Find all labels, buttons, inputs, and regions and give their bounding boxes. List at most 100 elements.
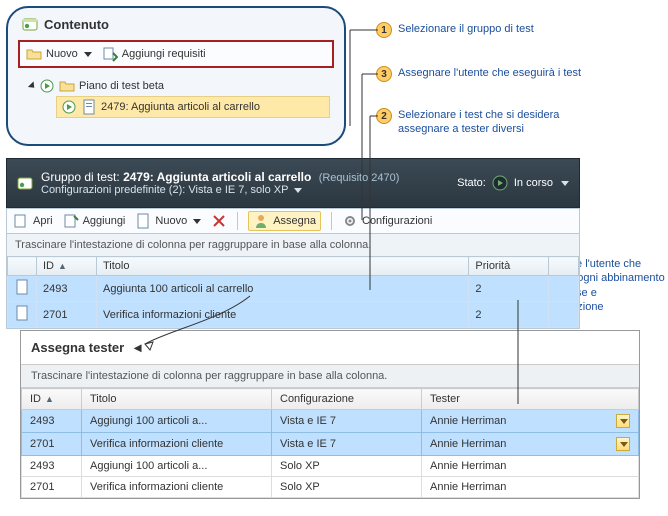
callout-badge-3: 3 xyxy=(376,66,392,82)
new-doc-icon xyxy=(135,213,151,229)
grid-toolbar: Apri Aggiungi Nuovo Assegna Configurazio… xyxy=(6,208,580,234)
grid-col-title[interactable]: Titolo xyxy=(97,257,469,276)
open-icon xyxy=(13,213,29,229)
row-title: Aggiungi 100 articoli a... xyxy=(82,410,272,433)
add-icon xyxy=(63,213,79,229)
row-id: 2701 xyxy=(22,433,82,456)
row-config: Vista e IE 7 xyxy=(272,433,422,456)
separator xyxy=(331,212,332,230)
caret-down-icon xyxy=(294,188,302,193)
assign-col-title[interactable]: Titolo xyxy=(82,389,272,410)
test-grid: ID ▲ Titolo Priorità 2493Aggiunta 100 art… xyxy=(6,256,580,329)
table-row[interactable]: 2493Aggiungi 100 articoli a...Vista e IE… xyxy=(22,410,639,433)
arrow-left-icon: ◂ xyxy=(134,339,141,356)
suite-state[interactable]: Stato: In corso xyxy=(457,175,569,191)
tester-dropdown-button[interactable] xyxy=(616,437,630,451)
table-row[interactable]: 2493Aggiungi 100 articoli a...Solo XPAnn… xyxy=(22,456,639,477)
grid-col-priority[interactable]: Priorità xyxy=(469,257,549,276)
tree-plan-row[interactable]: Piano di test beta xyxy=(28,76,330,96)
table-row[interactable]: 2701Verifica informazioni cliente2 xyxy=(8,302,579,328)
delete-button[interactable] xyxy=(211,213,227,229)
row-title: Verifica informazioni cliente xyxy=(82,433,272,456)
table-row[interactable]: 2493Aggiunta 100 articoli al carrello2 xyxy=(8,276,579,302)
row-icon-cell xyxy=(8,302,37,328)
col-id-label: ID xyxy=(30,393,41,405)
callout-text-2: Selezionare i test che si desidera asseg… xyxy=(398,108,596,137)
configs-label: Configurazioni xyxy=(362,215,432,227)
row-icon-cell xyxy=(8,276,37,302)
grid-col-id[interactable]: ID ▲ xyxy=(37,257,97,276)
suite-header-bar: Gruppo di test: 2479: Aggiunta articoli … xyxy=(6,158,580,208)
plan-tree: Piano di test beta 2479: Aggiunta artico… xyxy=(18,68,334,118)
group-hint-2: Trascinare l'intestazione di colonna per… xyxy=(21,364,639,388)
add-requirements-button[interactable]: Aggiungi requisiti xyxy=(102,46,206,62)
grid-col-icon[interactable] xyxy=(8,257,37,276)
folder-new-icon xyxy=(26,46,42,62)
col-id-label: ID xyxy=(43,260,54,272)
col-title-label: Titolo xyxy=(90,393,117,405)
callout-1: 1 Selezionare il gruppo di test xyxy=(376,22,534,38)
sort-asc-icon: ▲ xyxy=(58,261,67,271)
suite-doc-icon xyxy=(81,99,97,115)
tester-dropdown-button[interactable] xyxy=(616,414,630,428)
grid-header-row: ID ▲ Titolo Priorità xyxy=(8,257,579,276)
table-row[interactable]: 2701Verifica informazioni clienteSolo XP… xyxy=(22,477,639,498)
row-spacer xyxy=(549,302,579,328)
row-title: Aggiungi 100 articoli a... xyxy=(82,456,272,477)
callout-badge-1: 1 xyxy=(376,22,392,38)
row-config: Solo XP xyxy=(272,456,422,477)
col-priority-label: Priorità xyxy=(475,260,510,272)
row-config: Solo XP xyxy=(272,477,422,498)
configs-button[interactable]: Configurazioni xyxy=(342,213,432,229)
suite-config-line[interactable]: Configurazioni predefinite (2): Vista e … xyxy=(41,184,449,196)
add-req-icon xyxy=(102,46,118,62)
caret-down-icon xyxy=(561,181,569,186)
suite-config-text: Configurazioni predefinite (2): Vista e … xyxy=(41,184,288,196)
separator xyxy=(237,212,238,230)
table-row[interactable]: 2701Verifica informazioni clienteVista e… xyxy=(22,433,639,456)
state-value: In corso xyxy=(514,177,553,189)
run-icon xyxy=(39,78,55,94)
caret-down-icon xyxy=(84,52,92,57)
open-button[interactable]: Apri xyxy=(13,213,53,229)
add-label: Aggiungi xyxy=(83,215,126,227)
expand-icon[interactable] xyxy=(28,81,37,90)
content-header: Contenuto xyxy=(18,14,334,40)
caret-down-icon xyxy=(620,442,628,447)
row-id: 2493 xyxy=(22,456,82,477)
callout-2: 2 Selezionare i test che si desidera ass… xyxy=(376,108,596,137)
row-tester[interactable]: Annie Herriman xyxy=(422,410,639,433)
suite-name: 2479: Aggiunta articoli al carrello xyxy=(123,170,311,184)
caret-down-icon xyxy=(620,419,628,424)
assign-title-row: Assegna tester ◂ xyxy=(21,331,639,364)
row-spacer xyxy=(549,276,579,302)
row-id: 2701 xyxy=(37,302,97,328)
content-icon xyxy=(22,16,38,32)
sort-asc-icon: ▲ xyxy=(45,394,54,404)
row-title: Verifica informazioni cliente xyxy=(82,477,272,498)
row-tester[interactable]: Annie Herriman xyxy=(422,433,639,456)
row-priority: 2 xyxy=(469,302,549,328)
assign-header-row: ID ▲ Titolo Configurazione Tester xyxy=(22,389,639,410)
state-icon xyxy=(492,175,508,191)
assign-col-config[interactable]: Configurazione xyxy=(272,389,422,410)
callout-text-1: Selezionare il gruppo di test xyxy=(398,22,534,36)
new-test-button[interactable]: Nuovo xyxy=(135,213,201,229)
row-id: 2493 xyxy=(22,410,82,433)
group-hint-1: Trascinare l'intestazione di colonna per… xyxy=(6,234,580,256)
assign-col-id[interactable]: ID ▲ xyxy=(22,389,82,410)
tree-suite-row[interactable]: 2479: Aggiunta articoli al carrello xyxy=(56,96,330,118)
col-title-label: Titolo xyxy=(103,260,130,272)
row-config: Vista e IE 7 xyxy=(272,410,422,433)
callout-badge-2: 2 xyxy=(376,108,392,124)
assign-icon xyxy=(253,213,269,229)
assign-button[interactable]: Assegna xyxy=(248,211,321,231)
test-doc-icon xyxy=(14,279,30,295)
row-tester[interactable]: Annie Herriman xyxy=(422,456,639,477)
row-tester[interactable]: Annie Herriman xyxy=(422,477,639,498)
caret-down-icon xyxy=(193,219,201,224)
add-button[interactable]: Aggiungi xyxy=(63,213,126,229)
new-button[interactable]: Nuovo xyxy=(26,46,92,62)
assign-col-tester[interactable]: Tester xyxy=(422,389,639,410)
plan-label: Piano di test beta xyxy=(79,80,164,92)
